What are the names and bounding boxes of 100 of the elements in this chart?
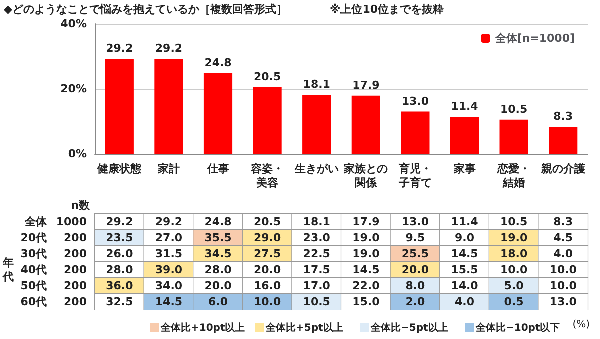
bar [401,112,430,154]
bar [302,95,332,154]
data-label: 14.0 [451,280,479,292]
x-tick-label: 家事 [452,162,476,176]
data-label: 10.5 [303,296,330,308]
data-label: 34.0 [155,280,183,292]
data-label: 22.0 [352,280,380,292]
data-label: 16.0 [254,280,282,292]
text: (%) [572,320,590,330]
category-label: 全体比+5pt以上 [266,323,344,334]
data-label: 10.5 [500,102,528,116]
y-tick-label: 0% [68,148,87,160]
data-label: 13.0 [402,216,430,228]
data-label: 10.0 [254,296,282,308]
bar [549,127,578,154]
data-label: 32.5 [106,296,134,308]
data-label: 6.0 [208,296,228,308]
y-tick-label: 全体 [24,216,48,228]
bar [154,59,184,154]
text: n数 [71,199,91,212]
data-label: 27.0 [155,232,183,244]
data-label: 8.3 [554,110,574,124]
data-label: 10.5 [500,216,528,228]
data-label: 17.9 [352,78,380,92]
y-tick-label: 50代 [20,280,47,292]
data-label: 9.0 [455,232,475,244]
bar [450,116,480,154]
data-label: 8.0 [406,280,426,292]
data-label: 13.0 [402,94,430,108]
data-label: 10.0 [550,264,578,276]
data-label: 11.4 [451,216,479,228]
bar [204,73,233,154]
data-label: 25.5 [402,248,430,260]
x-tick-label: 親の介護 [540,162,586,176]
data-label: 17.5 [303,264,330,276]
bar [352,96,380,154]
x-tick-label: 家族との関係 [343,162,388,190]
y2-tick-label: 200 [64,248,88,260]
x-tick-label: 健康状態 [96,162,143,176]
x-tick-label: 生きがい [294,162,339,176]
data-label: 0.5 [504,296,524,308]
data-label: 18.0 [500,248,528,260]
data-label: 17.9 [352,216,380,228]
data-label: 14.5 [155,296,183,308]
data-label: 20.5 [254,216,282,228]
y-tick-label: 40% [60,18,87,30]
data-label: 34.5 [204,248,232,260]
y-tick-label: 60代 [20,296,47,308]
data-label: 18.1 [303,216,330,228]
data-label: 19.0 [352,248,380,260]
data-label: 23.0 [303,232,331,244]
data-label: 35.5 [204,232,232,244]
y-tick-label: 30代 [20,248,47,260]
data-label: 11.4 [451,100,479,113]
data-label: 29.2 [155,216,183,228]
data-label: 29.2 [106,216,134,228]
data-label: 4.0 [455,296,475,308]
bar [105,59,134,154]
data-label: 28.0 [204,264,232,276]
data-label: 17.0 [303,280,331,292]
data-label: 15.5 [451,264,478,276]
text: 年代 [2,256,14,284]
category-label: 全体比+10pt以上 [161,323,246,334]
data-label: 27.5 [254,248,282,260]
data-label: 29.2 [106,42,134,56]
data-label: 24.8 [204,56,232,70]
category-label: 全体比−10pt以下 [476,323,560,334]
y-tick-label: 20代 [20,232,47,244]
y2-tick-label: 200 [64,296,88,308]
bar [253,87,282,154]
y-tick-label: 40代 [20,264,47,276]
category-label: 全体比−5pt以上 [371,323,448,334]
data-label: 19.0 [500,232,528,244]
data-label: 24.8 [204,216,232,228]
data-label: 20.0 [402,264,430,276]
data-label: 23.5 [106,232,134,244]
data-label: 39.0 [155,264,183,276]
data-label: 5.0 [504,280,524,292]
data-label: 10.0 [500,264,528,276]
data-label: 26.0 [106,248,134,260]
data-label: 14.5 [352,264,380,276]
y2-tick-label: 1000 [56,216,88,228]
data-label: 4.0 [554,248,574,260]
chart-title: ◆どのようなことで悩みを抱えているか［複数回答形式］ [4,3,288,16]
text: ※上位10位までを抜粋 [330,3,444,16]
data-label: 19.0 [352,232,380,244]
x-tick-label: 家計 [156,162,180,176]
data-label: 9.5 [406,232,426,244]
data-label: 10.0 [550,280,578,292]
data-label: 29.2 [155,42,183,56]
data-label: 8.3 [554,216,574,228]
data-label: 13.0 [550,296,578,308]
data-label: 14.5 [451,248,478,260]
y2-tick-label: 200 [64,264,88,276]
data-label: 15.0 [352,296,380,308]
y-tick-label: 20% [60,82,87,96]
x-tick-label: 恋愛・結婚 [496,162,531,190]
data-label: 29.0 [254,232,282,244]
legend-label: 全体[n=1000] [494,32,575,45]
data-label: 36.0 [106,280,134,292]
